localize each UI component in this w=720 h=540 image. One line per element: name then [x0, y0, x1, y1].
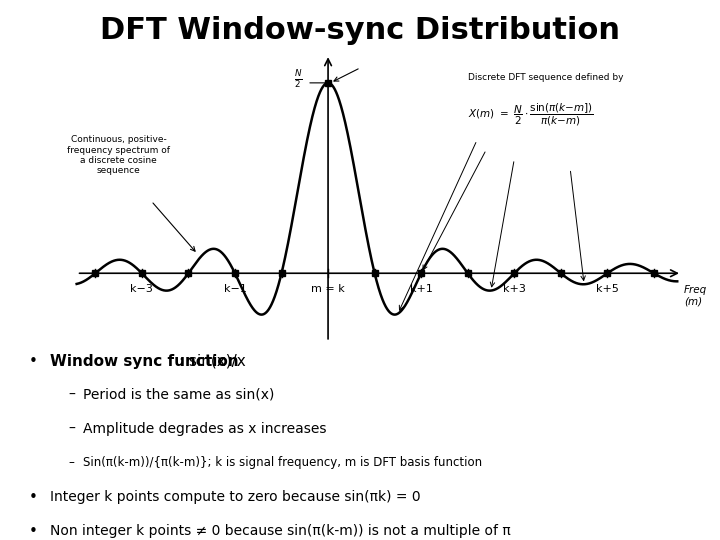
Text: k−3: k−3	[130, 284, 153, 294]
Text: •: •	[29, 524, 37, 539]
Text: Non integer k points ≠ 0 because sin(π(k-m)) is not a multiple of π: Non integer k points ≠ 0 because sin(π(k…	[50, 524, 511, 538]
Text: Discrete DFT sequence defined by: Discrete DFT sequence defined by	[468, 73, 624, 82]
Text: –: –	[68, 422, 76, 436]
Text: Amplitude degrades as x increases: Amplitude degrades as x increases	[83, 422, 326, 436]
Text: •: •	[29, 490, 37, 505]
Text: –: –	[68, 456, 74, 469]
Text: •: •	[29, 354, 37, 369]
Text: Window sync function: Window sync function	[50, 354, 239, 369]
Text: k+5: k+5	[596, 284, 618, 294]
Text: Sin(π(k-m))/{π(k-m)}; k is signal frequency, m is DFT basis function: Sin(π(k-m))/{π(k-m)}; k is signal freque…	[83, 456, 482, 469]
Text: : sin(x)/x: : sin(x)/x	[179, 354, 246, 369]
Text: Period is the same as sin(x): Period is the same as sin(x)	[83, 388, 274, 402]
Text: k+1: k+1	[410, 284, 433, 294]
Text: m = k: m = k	[311, 284, 345, 294]
Text: k+3: k+3	[503, 284, 526, 294]
Text: $\frac{N}{2}$: $\frac{N}{2}$	[294, 68, 302, 90]
Text: Continuous, positive-
frequency spectrum of
a discrete cosine
sequence: Continuous, positive- frequency spectrum…	[67, 135, 170, 176]
Text: –: –	[68, 388, 76, 402]
Text: k−1: k−1	[223, 284, 246, 294]
Text: Integer k points compute to zero because sin(πk) = 0: Integer k points compute to zero because…	[50, 490, 421, 504]
Text: $X(m)\ =\ \dfrac{N}{2}\cdot\dfrac{\sin(\pi(k{-}m])}{\pi(k{-}m)}$: $X(m)\ =\ \dfrac{N}{2}\cdot\dfrac{\sin(\…	[468, 102, 593, 128]
Text: Freq
(m): Freq (m)	[684, 285, 708, 306]
Text: DFT Window-sync Distribution: DFT Window-sync Distribution	[100, 16, 620, 45]
